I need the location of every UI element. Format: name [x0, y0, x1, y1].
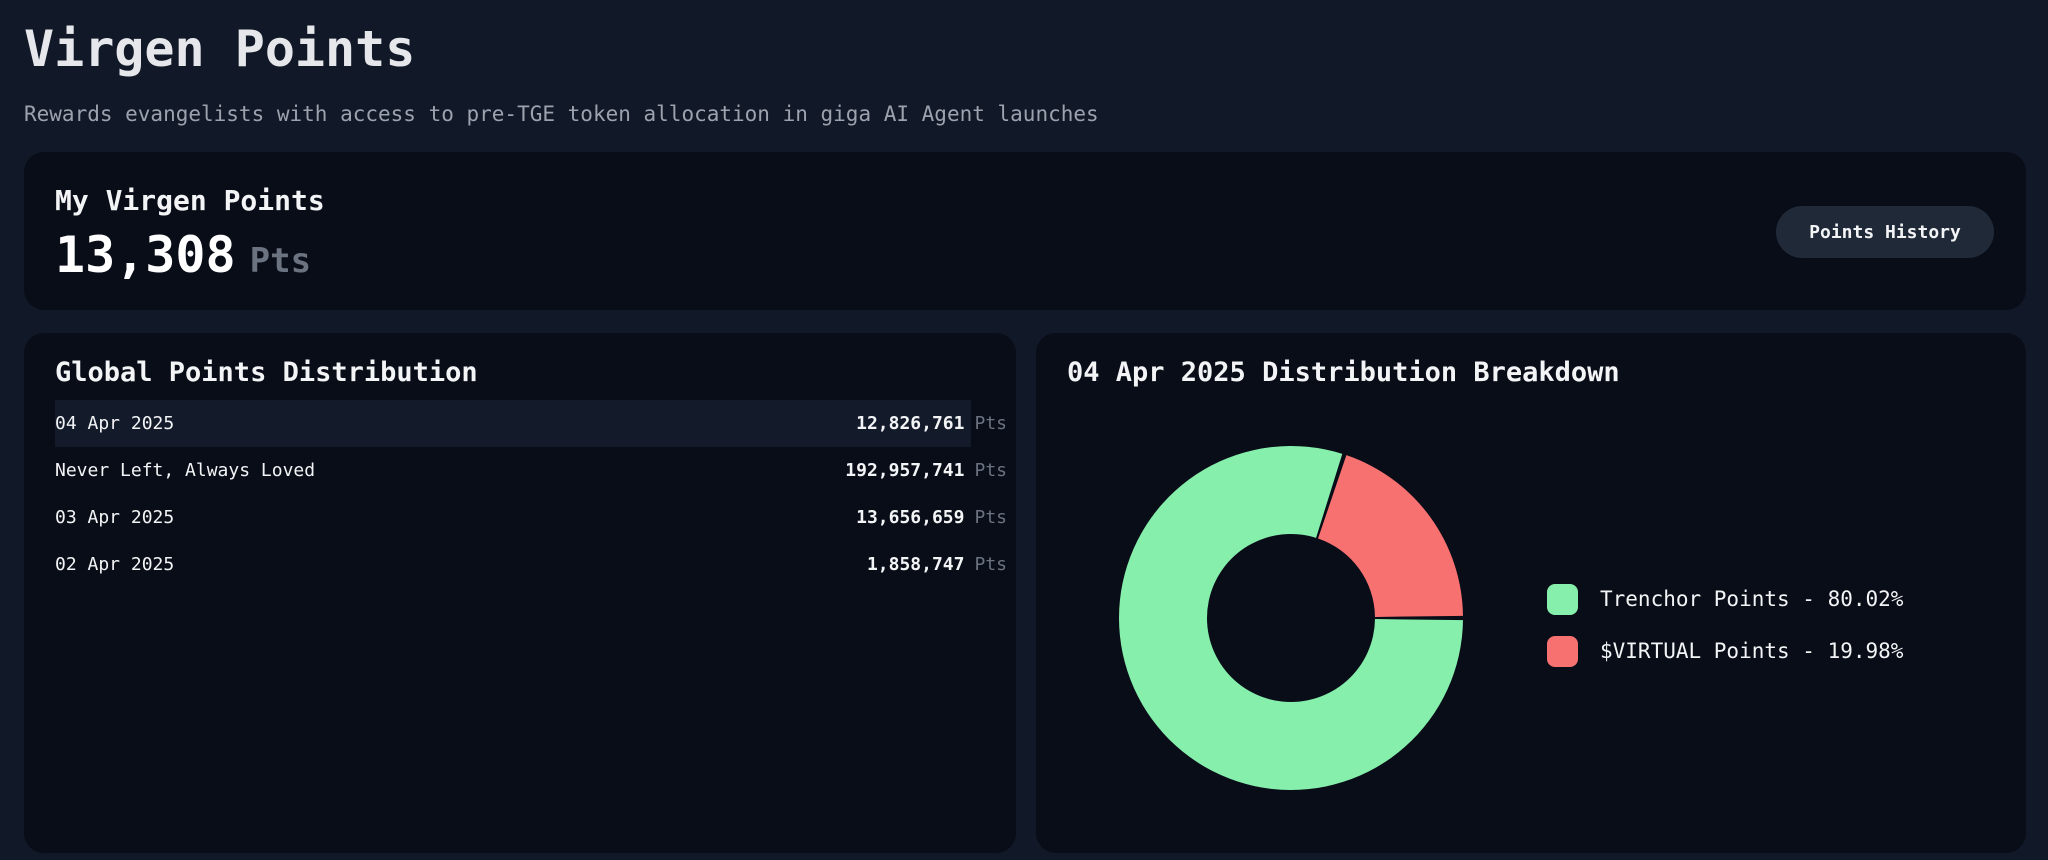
my-points-unit: Pts: [249, 241, 312, 281]
row-value: 1,858,747: [866, 554, 965, 575]
donut-slice-virtual[interactable]: [1318, 455, 1463, 617]
row-label: 04 Apr 2025: [55, 413, 175, 434]
distribution-row-04-apr[interactable]: 04 Apr 2025 12,826,761 Pts: [55, 400, 1007, 447]
global-distribution-card: Global Points Distribution 04 Apr 2025 1…: [24, 333, 1016, 853]
my-points-card: My Virgen Points 13,308 Pts Points Histor…: [24, 152, 2026, 310]
distribution-donut-chart[interactable]: [1116, 443, 1466, 793]
row-label: Never Left, Always Loved: [55, 460, 316, 481]
donut-slice-trenchor[interactable]: [1119, 446, 1463, 790]
row-label: 02 Apr 2025: [55, 554, 175, 575]
chart-legend: Trenchor Points - 80.02% $VIRTUAL Points…: [1547, 573, 1903, 677]
legend-swatch-virtual: [1547, 635, 1578, 667]
row-unit: Pts: [974, 554, 1007, 575]
my-points-value-wrap: 13,308 Pts: [55, 226, 311, 284]
legend-item-virtual[interactable]: $VIRTUAL Points - 19.98%: [1547, 625, 1903, 677]
page-subtitle: Rewards evangelists with access to pre-T…: [24, 102, 1099, 126]
row-value: 12,826,761: [856, 413, 965, 434]
distribution-row-02-apr[interactable]: 02 Apr 2025 1,858,747 Pts: [55, 541, 1007, 588]
row-value: 13,656,659: [856, 507, 965, 528]
my-points-value: 13,308: [55, 226, 236, 284]
row-value: 192,957,741: [845, 460, 965, 481]
distribution-row-never-left[interactable]: Never Left, Always Loved 192,957,741 Pts: [55, 447, 1007, 494]
breakdown-title: 04 Apr 2025 Distribution Breakdown: [1067, 357, 1620, 388]
page-title: Virgen Points: [24, 20, 416, 78]
row-unit: Pts: [974, 413, 1007, 434]
legend-label-trenchor: Trenchor Points - 80.02%: [1600, 587, 1904, 611]
legend-label-virtual: $VIRTUAL Points - 19.98%: [1600, 639, 1904, 663]
global-distribution-title: Global Points Distribution: [55, 357, 478, 388]
points-history-button[interactable]: Points History: [1776, 206, 1994, 258]
row-label: 03 Apr 2025: [55, 507, 175, 528]
my-points-label: My Virgen Points: [55, 184, 325, 217]
distribution-list: 04 Apr 2025 12,826,761 Pts Never Left, A…: [55, 400, 1007, 588]
legend-item-trenchor[interactable]: Trenchor Points - 80.02%: [1547, 573, 1903, 625]
distribution-row-03-apr[interactable]: 03 Apr 2025 13,656,659 Pts: [55, 494, 1007, 541]
distribution-breakdown-card: 04 Apr 2025 Distribution Breakdown Trenc…: [1036, 333, 2026, 853]
row-unit: Pts: [974, 460, 1007, 481]
legend-swatch-trenchor: [1547, 583, 1578, 615]
row-unit: Pts: [974, 507, 1007, 528]
